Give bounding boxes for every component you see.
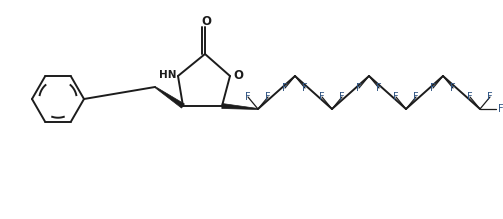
Text: F: F [430,83,436,93]
Text: F: F [393,92,399,102]
Text: F: F [376,83,382,93]
Text: O: O [201,14,211,28]
Text: F: F [319,92,325,102]
Polygon shape [155,87,185,108]
Text: F: F [467,92,473,102]
Text: F: F [339,92,345,102]
Text: F: F [356,83,362,93]
Text: F: F [265,92,271,102]
Polygon shape [222,104,258,110]
Text: F: F [498,104,503,114]
Text: F: F [245,92,251,102]
Text: F: F [282,83,288,93]
Text: F: F [302,83,308,93]
Text: F: F [450,83,456,93]
Text: F: F [487,92,493,102]
Text: O: O [233,69,243,81]
Text: F: F [413,92,419,102]
Text: HN: HN [159,70,177,80]
